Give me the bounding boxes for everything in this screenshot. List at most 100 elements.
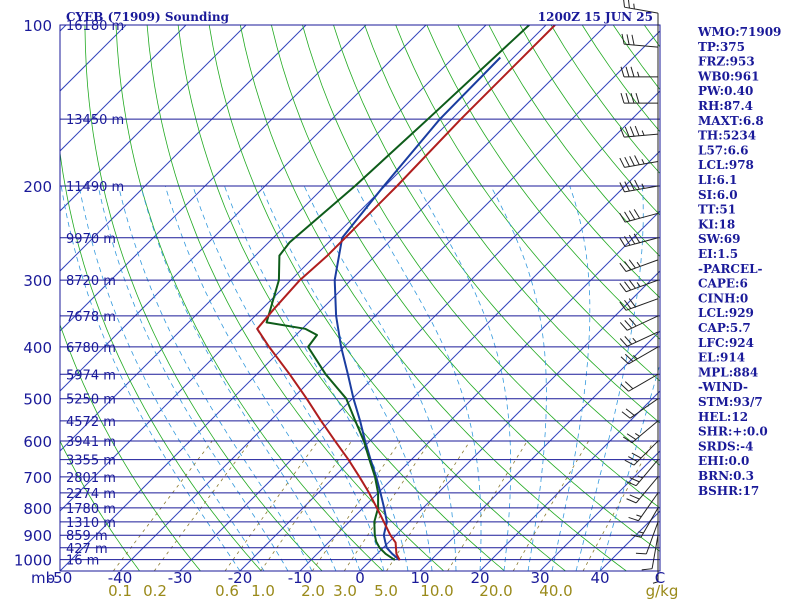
moist-adiabat-line <box>97 185 289 571</box>
wind-barb-half-flag <box>636 514 642 518</box>
dry-adiabat-line <box>333 25 660 466</box>
chart-title: CYEB (71909) Sounding <box>66 10 230 24</box>
moist-adiabat-line <box>551 185 591 571</box>
isotherm-line <box>60 25 427 392</box>
stability-index: BSHR:17 <box>698 484 759 498</box>
wind-barb-flag <box>628 210 636 220</box>
wind-barb-half-flag <box>641 159 645 165</box>
wind-barb-flag <box>620 92 625 104</box>
wind-barb-half-flag <box>641 183 645 189</box>
dry-adiabat-line <box>488 25 660 257</box>
wind-barb-flag <box>641 568 653 571</box>
wind-barb-flag <box>619 283 627 293</box>
stability-index: SW:69 <box>698 232 740 246</box>
mixing-ratio-tick-label: 10.0 <box>420 582 453 600</box>
pressure-tick-label: 1000 <box>14 552 52 570</box>
wind-barb-shaft <box>635 459 659 487</box>
wind-barb <box>635 521 659 555</box>
isotherm-line <box>60 25 307 272</box>
moist-adiabat-line <box>355 185 482 571</box>
wind-barb-flag <box>621 33 625 45</box>
pressure-unit-label: mb <box>31 569 55 587</box>
temperature-tick-label: -30 <box>168 569 193 587</box>
stability-index: CAP:5.7 <box>698 321 751 335</box>
isotherm-line <box>60 25 487 452</box>
isotherm-line <box>0 25 6 571</box>
plot-background <box>60 25 660 571</box>
stability-index: RH:87.4 <box>698 99 753 113</box>
stability-index: CAPE:6 <box>698 277 748 291</box>
dry-adiabat-line <box>60 440 140 571</box>
stability-index: SI:6.0 <box>698 188 738 202</box>
sounding-traces <box>256 25 556 561</box>
stability-index: EI:1.5 <box>698 247 738 261</box>
stability-index: TT:51 <box>698 203 736 217</box>
wind-barb-flag <box>622 436 633 444</box>
moist-adiabat-line <box>78 185 265 571</box>
mixing-ratio-line <box>447 440 528 571</box>
isotherm-line <box>60 25 247 212</box>
height-label: 1310 m <box>66 516 116 531</box>
wind-barb-flag <box>634 155 640 166</box>
wind-barb <box>624 440 659 466</box>
isotherm-line <box>359 270 660 571</box>
temperature-tick-label: -10 <box>288 569 313 587</box>
temperature-tick-label: 0 <box>355 569 365 587</box>
wind-barb-flag <box>628 234 636 245</box>
wind-barb-flag <box>629 180 635 191</box>
wind-barb-flag <box>624 126 630 137</box>
stability-index: EHI:0.0 <box>698 454 749 468</box>
stability-index: SHR:+:0.0 <box>698 425 768 439</box>
wind-barb-flag <box>633 209 641 219</box>
dewpoint-trace <box>265 25 530 561</box>
stability-index: HEL:12 <box>698 410 748 424</box>
height-label: 8720 m <box>66 274 116 289</box>
stability-index: FRZ:953 <box>698 55 755 69</box>
wind-barb-flag <box>620 66 625 77</box>
wind-barb-shaft <box>625 259 659 272</box>
stability-index: LFC:924 <box>698 336 754 350</box>
stability-index: WMO:71909 <box>697 25 781 39</box>
temperature-tick-label: -50 <box>48 569 73 587</box>
wind-barb-shaft <box>651 535 659 569</box>
wind-barb <box>620 92 658 104</box>
wind-barb <box>621 33 659 48</box>
wind-barb-flag <box>633 233 641 243</box>
temperature-tick-label: 40 <box>590 569 609 587</box>
moist-adiabat-line <box>490 185 547 571</box>
moist-adiabat-line <box>118 185 313 571</box>
wind-barb-shaft <box>631 420 659 444</box>
isotherm-line <box>479 390 660 571</box>
mixing-ratio-line <box>512 440 589 571</box>
wind-profile <box>619 0 659 584</box>
wind-barb-flag <box>628 298 636 308</box>
wind-barb-flag <box>624 156 630 167</box>
temperature-tick-label: -20 <box>228 569 253 587</box>
moist-adiabat-line <box>60 185 241 571</box>
dry-adiabat-line <box>395 25 660 382</box>
stability-index: LI:6.1 <box>698 173 737 187</box>
dry-adiabat-line <box>60 323 201 571</box>
stability-index: MPL:884 <box>698 365 758 379</box>
stability-index: EL:914 <box>698 351 745 365</box>
wind-barb-half-flag <box>636 282 641 287</box>
isotherm-line <box>60 25 607 571</box>
wind-barb <box>619 331 659 347</box>
wind-barb-flag <box>625 92 630 104</box>
dry-adiabat-line <box>208 25 566 571</box>
wind-barb-shaft <box>626 315 659 331</box>
wind-barb-half-flag <box>637 475 643 479</box>
height-label: 2274 m <box>66 487 116 502</box>
pressure-tick-label: 100 <box>23 17 52 35</box>
wind-barb-flag <box>626 34 630 45</box>
wind-barb-shaft <box>628 373 659 392</box>
temperature-trace <box>333 56 502 561</box>
mixing-ratio-tick-label: 0.6 <box>215 582 239 600</box>
wind-barb-flag <box>624 320 633 329</box>
wind-barb-flag <box>620 383 629 392</box>
wind-barb-shaft <box>635 476 659 504</box>
wind-barb-flag <box>628 317 637 327</box>
stability-index: SRDS:-4 <box>698 439 753 453</box>
height-label: 859 m <box>66 529 108 544</box>
